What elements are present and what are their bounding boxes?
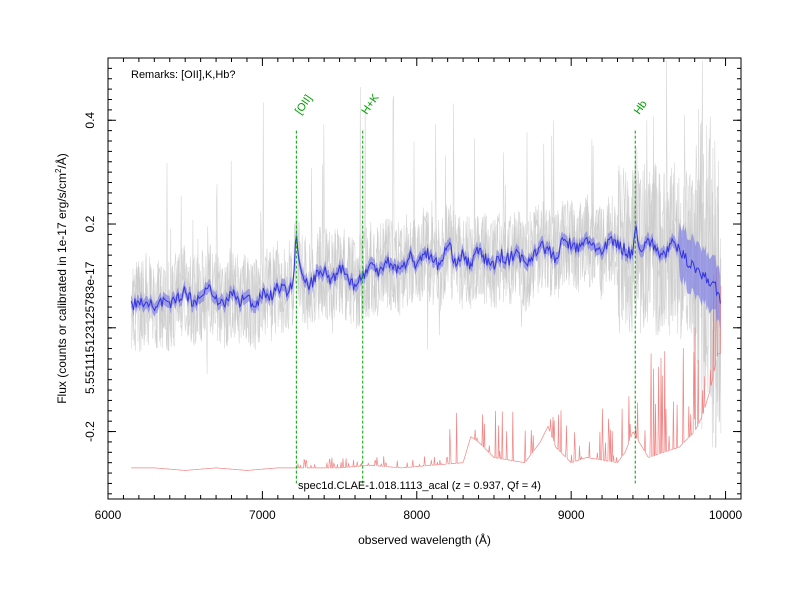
x-tick-label: 10000: [709, 508, 743, 522]
x-tick-label: 9000: [558, 508, 585, 522]
smoothed-error-band: [131, 220, 721, 331]
smoothed-spectrum-line: [130, 226, 721, 312]
noise-spectrum-series: [131, 268, 722, 471]
plot-frame: [107, 57, 742, 500]
spectrum-name-annotation: spec1d.CLAE-1.018.1113_acal (z = 0.937, …: [298, 480, 541, 492]
x-tick-label: 6000: [95, 508, 122, 522]
raw-spectrum-trace: [130, 60, 722, 434]
remarks-annotation: Remarks: [OII],K,Hb?: [131, 69, 236, 81]
y-tick-label: 0.4: [83, 112, 97, 129]
smoothed-spectrum-series: [130, 226, 721, 312]
y-axis-label-tail: /Å): [54, 153, 69, 168]
spectral-line-label: Hb: [632, 98, 650, 116]
axis-ticks: 6000 7000 8000 9000 10000 -0.2 5.5511151231257…: [83, 58, 743, 522]
y-tick-label: 5.551115123125783e-17: [83, 261, 97, 394]
x-tick-label: 7000: [249, 508, 276, 522]
spectral-line-label: H+K: [359, 92, 382, 117]
y-axis-label-main: Flux (counts or calibrated in 1e-17 erg/…: [55, 173, 69, 404]
y-axis-label-sup: 2: [54, 168, 63, 173]
y-tick-label: -0.2: [83, 421, 97, 442]
y-tick-label: 0.2: [83, 215, 97, 232]
x-tick-label: 8000: [403, 508, 430, 522]
x-axis-label: observed wavelength (Å): [358, 532, 491, 547]
noise-spectrum-trace: [131, 268, 722, 471]
smoothed-error-band-area: [131, 220, 721, 331]
y-axis-label: Flux (counts or calibrated in 1e-17 erg/…: [54, 153, 69, 404]
spectral-line-label: [OII]: [293, 93, 315, 117]
